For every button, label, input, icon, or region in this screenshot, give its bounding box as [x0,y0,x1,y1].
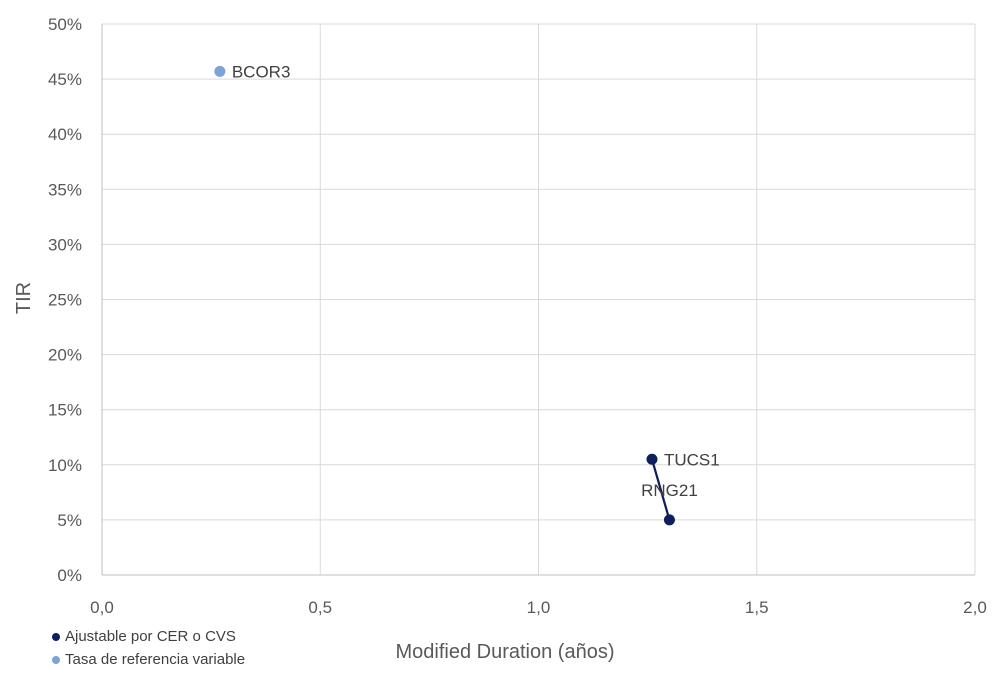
data-label: TUCS1 [664,450,720,469]
series-1: BCOR3 [214,62,290,81]
x-tick-label: 1,0 [527,598,551,617]
x-tick-label: 0,5 [308,598,332,617]
y-tick-label: 35% [48,180,82,199]
grid-lines [102,23,976,575]
y-tick-label: 30% [48,235,82,254]
y-tick-labels: 0% 5% 10% 15% 20% 25% 30% 35% 40% 45% 50% [48,15,82,585]
data-label: BCOR3 [232,62,291,81]
y-tick-label: 40% [48,125,82,144]
series-0: TUCS1 RNG21 [641,450,720,526]
data-point [214,65,226,77]
x-tick-labels: 0,0 0,5 1,0 1,5 2,0 [90,598,987,617]
x-tick-label: 0,0 [90,598,114,617]
y-tick-label: 15% [48,401,82,420]
legend-marker-cer [52,632,60,641]
y-tick-label: 10% [48,456,82,475]
legend-marker-variable [52,655,60,664]
data-point [663,514,675,526]
x-tick-label: 2,0 [963,598,987,617]
y-tick-label: 20% [48,346,82,365]
data-label: RNG21 [641,481,698,500]
legend-item-cer: Ajustable por CER o CVS [52,625,245,648]
x-tick-label: 1,5 [745,598,769,617]
series-line [650,458,671,521]
data-point [646,453,658,465]
y-tick-label: 50% [48,15,82,34]
x-axis-title: Modified Duration (años) [396,641,615,663]
y-axis-title: TIR [13,282,35,314]
y-tick-label: 0% [57,566,82,585]
y-tick-label: 5% [57,511,82,530]
y-tick-label: 45% [48,70,82,89]
legend-item-variable: Tasa de referencia variable [52,648,245,671]
y-tick-label: 25% [48,291,82,310]
legend-label-cer: Ajustable por CER o CVS [65,628,236,645]
axes [101,24,975,576]
legend-label-variable: Tasa de referencia variable [65,651,246,668]
legend: Ajustable por CER o CVS Tasa de referenc… [52,625,245,671]
data-series: TUCS1 RNG21 BCOR3 [214,62,720,526]
